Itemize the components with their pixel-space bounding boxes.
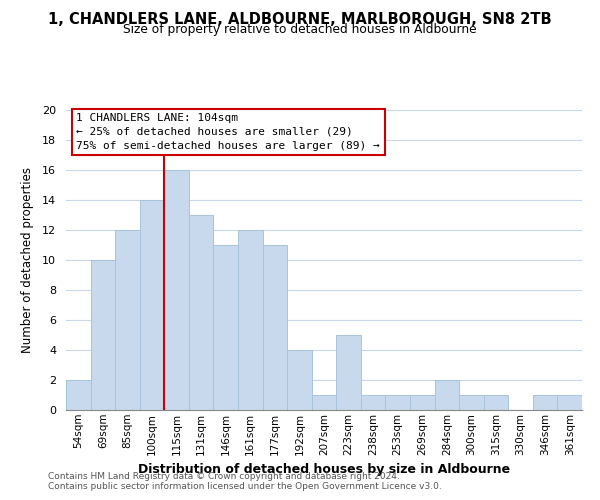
Bar (557, 395, 582, 410)
Bar (91, 260, 115, 410)
Text: Size of property relative to detached houses in Aldbourne: Size of property relative to detached ho… (123, 22, 477, 36)
X-axis label: Distribution of detached houses by size in Aldbourne: Distribution of detached houses by size … (138, 463, 510, 476)
Y-axis label: Number of detached properties: Number of detached properties (21, 167, 34, 353)
Bar (189, 215, 214, 410)
Bar (140, 200, 164, 410)
Bar (361, 395, 385, 410)
Bar (484, 395, 508, 410)
Bar (533, 395, 557, 410)
Bar (385, 395, 410, 410)
Bar (434, 380, 459, 410)
Bar (336, 335, 361, 410)
Text: Contains public sector information licensed under the Open Government Licence v3: Contains public sector information licen… (48, 482, 442, 491)
Text: 1 CHANDLERS LANE: 104sqm
← 25% of detached houses are smaller (29)
75% of semi-d: 1 CHANDLERS LANE: 104sqm ← 25% of detach… (76, 113, 380, 151)
Bar (214, 245, 238, 410)
Bar (459, 395, 484, 410)
Bar (263, 245, 287, 410)
Bar (287, 350, 312, 410)
Bar (410, 395, 434, 410)
Text: Contains HM Land Registry data © Crown copyright and database right 2024.: Contains HM Land Registry data © Crown c… (48, 472, 400, 481)
Bar (66, 380, 91, 410)
Bar (312, 395, 336, 410)
Bar (115, 230, 140, 410)
Bar (164, 170, 189, 410)
Bar (238, 230, 263, 410)
Text: 1, CHANDLERS LANE, ALDBOURNE, MARLBOROUGH, SN8 2TB: 1, CHANDLERS LANE, ALDBOURNE, MARLBOROUG… (48, 12, 552, 28)
